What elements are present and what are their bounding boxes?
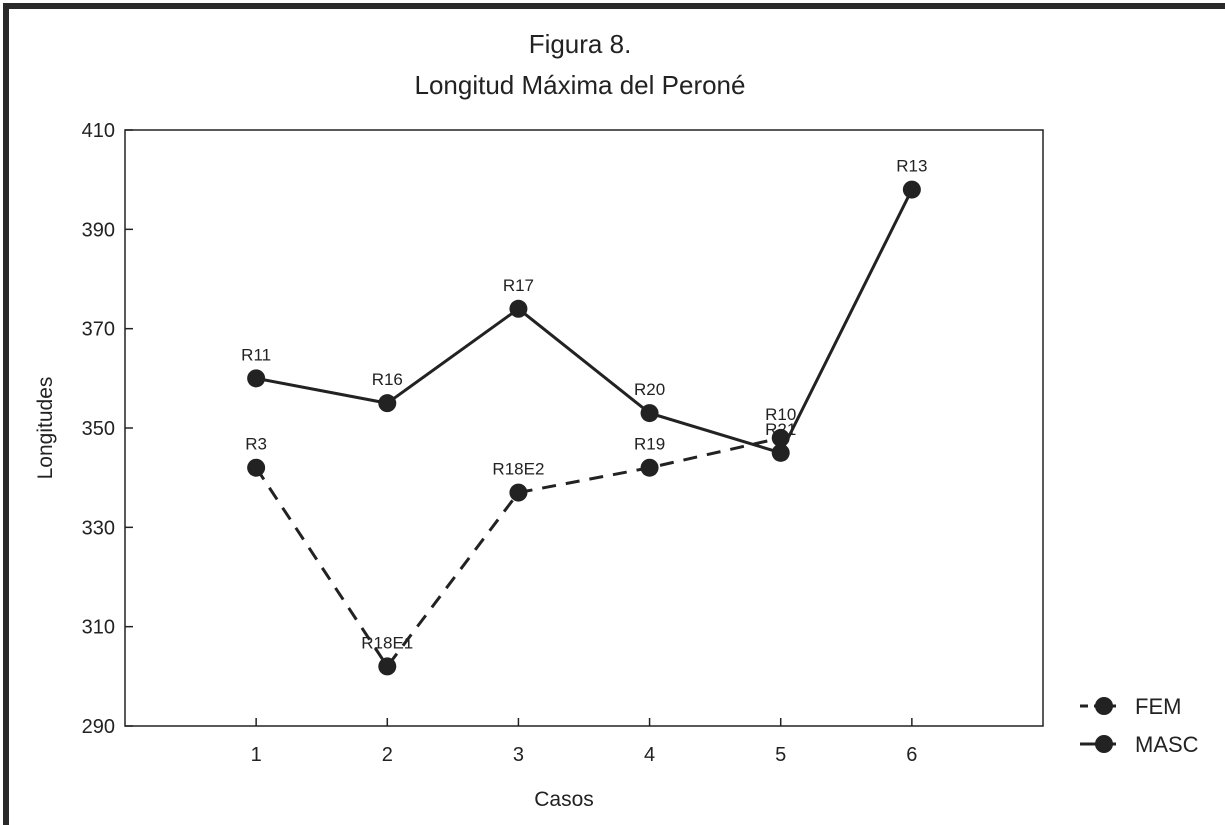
y-tick-label: 310 <box>82 617 115 639</box>
data-point <box>247 458 266 477</box>
data-point-label: R19 <box>634 435 665 454</box>
series-line-masc <box>255 188 914 455</box>
series-layer: R3 R18E1 R18E2 R19 R10 R11 R16 R17 R20 R21 R13 <box>241 157 927 676</box>
data-point-label: R21 <box>765 420 796 439</box>
data-point-label: R17 <box>503 276 534 295</box>
y-axis: 290 310 330 350 370 390 410 <box>82 120 133 738</box>
legend-label: MASC <box>1135 732 1199 757</box>
data-point <box>509 483 528 502</box>
data-point-label: R16 <box>372 370 403 389</box>
legend-label: FEM <box>1135 694 1181 719</box>
y-axis-label: Longitudes <box>34 377 57 480</box>
x-axis: 1 2 3 4 5 6 <box>251 718 917 766</box>
data-point <box>640 404 659 423</box>
y-tick-label: 330 <box>82 517 115 539</box>
x-tick-label: 6 <box>906 744 917 766</box>
y-tick-label: 410 <box>82 120 115 142</box>
data-point-label: R10 <box>765 405 796 424</box>
data-point <box>771 443 790 462</box>
data-point-label: R18E1 <box>361 633 413 652</box>
x-tick-label: 2 <box>382 744 393 766</box>
x-axis-label: Casos <box>534 788 594 811</box>
data-point <box>247 369 266 388</box>
x-tick-label: 3 <box>513 744 524 766</box>
legend-marker <box>1095 735 1113 753</box>
y-tick-label: 350 <box>82 418 115 440</box>
data-point-label: R20 <box>634 380 665 399</box>
series-line-fem <box>254 436 782 669</box>
figure-border <box>3 3 1225 825</box>
data-point <box>378 657 397 676</box>
data-point-label: R13 <box>896 157 927 176</box>
data-point-label: R3 <box>245 435 267 454</box>
legend-marker <box>1095 697 1113 715</box>
x-tick-label: 1 <box>251 744 262 766</box>
x-tick-label: 4 <box>644 744 655 766</box>
data-point <box>378 394 397 413</box>
chart-title: Figura 8. <box>529 29 632 59</box>
data-point-label: R18E2 <box>492 460 544 479</box>
y-tick-label: 370 <box>82 319 115 341</box>
data-point <box>902 180 921 199</box>
legend: FEM MASC <box>1080 694 1199 757</box>
chart-subtitle: Longitud Máxima del Peroné <box>415 70 746 100</box>
y-tick-label: 390 <box>82 219 115 241</box>
data-point <box>771 428 790 447</box>
plot-area <box>124 129 1044 727</box>
data-point-label: R11 <box>241 345 271 364</box>
x-tick-label: 5 <box>775 744 786 766</box>
y-tick-label: 290 <box>82 716 115 738</box>
data-point <box>509 299 528 318</box>
data-point <box>640 458 659 477</box>
